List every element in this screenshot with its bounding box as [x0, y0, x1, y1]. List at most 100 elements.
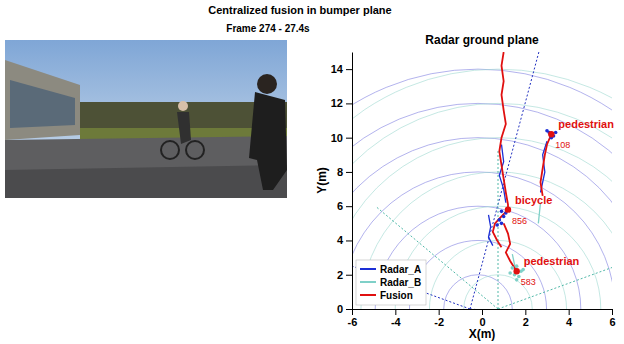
- legend-label: Radar_A: [380, 264, 421, 275]
- tick-label: 10: [331, 132, 343, 144]
- legend-swatch: [360, 268, 376, 270]
- detection-point: [521, 268, 525, 272]
- fov-line: [470, 52, 574, 309]
- tick-mark: [439, 309, 440, 315]
- cyclist-head: [178, 101, 188, 111]
- object-class: pedestrian: [558, 118, 614, 130]
- tick: 6: [337, 200, 352, 212]
- object-marker: [505, 206, 511, 212]
- tick-label: 6: [609, 316, 615, 328]
- tick-mark: [346, 172, 352, 173]
- tick-label: 4: [337, 234, 344, 246]
- cyclist: [177, 112, 191, 144]
- tick-mark: [482, 309, 483, 315]
- object-class: pedestrian: [524, 255, 580, 267]
- tick: 12: [331, 97, 352, 109]
- detection-point: [515, 264, 519, 268]
- legend: Radar_A Radar_B Fusion: [356, 260, 426, 305]
- detection-point: [508, 271, 512, 275]
- tick-mark: [346, 103, 352, 104]
- legend-label: Radar_B: [380, 277, 421, 288]
- object-marker: [513, 268, 519, 274]
- tick-label: 2: [523, 316, 529, 328]
- tick: 8: [337, 166, 352, 178]
- tick-label: 0: [479, 316, 485, 328]
- sky: [5, 40, 287, 198]
- chart-title: Radar ground plane: [425, 33, 539, 47]
- tick: 10: [331, 132, 352, 144]
- annotations: pedestrian108bicycle856pedestrian583: [512, 118, 614, 287]
- x-axis-label: X(m): [469, 327, 496, 341]
- tick-mark: [612, 309, 613, 315]
- range-ring: [352, 103, 612, 309]
- tick-label: 0: [337, 303, 343, 315]
- tick-label: 8: [337, 166, 343, 178]
- object-id: 583: [521, 277, 536, 287]
- tick: -2: [434, 309, 444, 328]
- tick: 0: [479, 309, 485, 328]
- tick-label: 12: [331, 97, 343, 109]
- detection-point: [498, 218, 502, 222]
- tick-label: 14: [331, 63, 344, 75]
- detection-point: [502, 215, 506, 219]
- tick-mark: [395, 309, 396, 315]
- tick: 0: [337, 303, 352, 315]
- range-ring: [352, 103, 612, 309]
- detection-point: [500, 222, 504, 226]
- tick-mark: [346, 138, 352, 139]
- road: [5, 136, 287, 198]
- fov-line: [375, 206, 498, 309]
- building: [5, 60, 80, 140]
- track-line: [493, 52, 552, 271]
- tick-label: 4: [566, 316, 573, 328]
- range-ring: [444, 275, 513, 309]
- legend-swatch: [360, 294, 376, 296]
- camera-image: [5, 40, 287, 198]
- legend-swatch: [360, 281, 376, 283]
- fov-line: [498, 149, 499, 309]
- tick-label: 6: [337, 200, 343, 212]
- object-id: 108: [555, 140, 570, 150]
- detection-point: [515, 278, 519, 282]
- tick-mark: [525, 309, 526, 315]
- range-ring: [352, 138, 612, 309]
- tick-mark: [346, 275, 352, 276]
- y-axis-line: [352, 53, 353, 310]
- legend-label: Fusion: [380, 290, 413, 301]
- tick: 2: [337, 269, 352, 281]
- detection-point: [511, 266, 515, 270]
- detection-point: [545, 129, 549, 133]
- fov-line: [352, 172, 470, 309]
- tick: 2: [523, 309, 529, 328]
- tick: 14: [331, 63, 352, 75]
- tick: -4: [391, 309, 402, 328]
- detection-point: [495, 223, 499, 227]
- tick-mark: [346, 69, 352, 70]
- tick-label: -2: [434, 316, 444, 328]
- detection-point: [500, 210, 504, 214]
- tick-label: 2: [337, 269, 343, 281]
- tick-mark: [346, 240, 352, 241]
- legend-box: [356, 260, 426, 305]
- object-id: 856: [512, 216, 527, 226]
- x-axis: -6 -4 -2 0 2 4 6: [348, 309, 616, 328]
- cyclist-wheel: [186, 141, 204, 159]
- figure-title: Centralized fusion in bumper plane: [208, 4, 391, 16]
- y-axis-label: Y(m): [315, 167, 329, 194]
- tick-label: -6: [348, 316, 358, 328]
- tick: 4: [566, 309, 573, 328]
- tick-mark: [346, 309, 352, 310]
- radar-coverage: [352, 52, 612, 309]
- pedestrian-head: [257, 74, 277, 94]
- range-ring: [352, 138, 612, 309]
- range-ring: [352, 69, 612, 309]
- figure-subtitle: Frame 274 - 27.4s: [226, 23, 310, 34]
- pedestrian: [249, 92, 287, 190]
- range-ring: [352, 69, 612, 309]
- figure: Centralized fusion in bumper plane Frame …: [0, 0, 624, 344]
- range-ring: [429, 240, 566, 309]
- fov-line: [498, 254, 612, 309]
- range-ring: [375, 206, 581, 309]
- cyclist-wheel: [161, 141, 179, 159]
- building-windows: [10, 80, 75, 128]
